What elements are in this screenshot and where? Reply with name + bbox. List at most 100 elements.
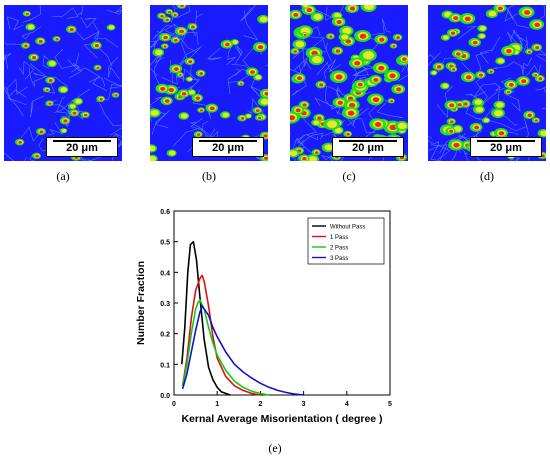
cluster-yellow <box>324 144 334 151</box>
cluster-red <box>314 151 319 154</box>
cluster-red <box>354 60 361 66</box>
grain-boundary <box>195 10 203 25</box>
grain-boundary <box>106 6 122 15</box>
cluster-red <box>94 44 99 48</box>
grain-boundary <box>76 5 95 16</box>
cluster-red <box>527 113 533 118</box>
cluster-yellow <box>27 24 35 30</box>
cluster-red <box>257 116 262 120</box>
grain-boundary <box>227 68 241 94</box>
grain-boundary <box>46 122 64 136</box>
cluster-red <box>452 68 456 71</box>
kam-map-c-image <box>290 5 408 161</box>
grain-boundary <box>240 5 256 22</box>
grain-boundary <box>4 53 12 70</box>
y-tick-label: 0.1 <box>160 362 170 369</box>
cluster-yellow <box>483 118 490 123</box>
cluster-red <box>497 6 503 11</box>
cluster-yellow <box>443 35 449 40</box>
cluster-yellow <box>334 127 343 133</box>
cluster-red <box>538 77 543 81</box>
cluster-red <box>264 91 268 96</box>
x-tick-label: 2 <box>258 401 262 408</box>
cluster-yellow <box>308 156 318 161</box>
cluster-red <box>337 100 343 105</box>
kam-map-b: 20 μm <box>150 5 268 161</box>
cluster-red <box>69 28 74 32</box>
cluster-red <box>163 35 168 40</box>
grain-boundary <box>335 99 356 128</box>
cluster-red <box>319 83 324 87</box>
x-tick-label: 3 <box>302 401 306 408</box>
y-tick-label: 0.5 <box>160 240 170 247</box>
x-axis-ticks: 0 1 2 3 4 5 <box>172 391 392 408</box>
grain-boundary <box>428 141 440 152</box>
x-tick-label: 1 <box>215 401 219 408</box>
cluster-red <box>457 103 462 107</box>
cluster-red <box>349 6 356 11</box>
y-tick-label: 0.6 <box>160 209 170 216</box>
cluster-red <box>45 88 49 91</box>
cluster-red <box>96 66 100 70</box>
cluster-yellow <box>260 98 268 105</box>
cluster-red <box>263 134 268 138</box>
cluster-red <box>199 72 204 76</box>
cluster-red <box>346 132 350 136</box>
cluster-red <box>472 40 478 45</box>
cluster-red <box>48 102 52 105</box>
cluster-red <box>329 35 333 38</box>
cluster-yellow <box>313 120 320 125</box>
x-tick-label: 5 <box>388 401 392 408</box>
cluster-yellow <box>188 90 195 95</box>
cluster-red <box>378 65 385 71</box>
cluster-red <box>302 156 307 161</box>
grain-boundary <box>172 127 216 147</box>
grain-boundary <box>225 39 236 66</box>
cluster-red <box>453 142 460 148</box>
grain-boundary <box>543 87 546 93</box>
cluster-red <box>389 73 396 79</box>
grain-boundary <box>475 76 497 105</box>
grain-boundary <box>161 76 186 85</box>
cluster-red <box>32 56 37 60</box>
grain-boundary <box>164 5 191 19</box>
x-tick-label: 4 <box>345 401 349 408</box>
grain-boundary <box>92 77 108 92</box>
kam-map-c: 20 μm <box>290 5 408 161</box>
y-tick-label: 0.2 <box>160 332 170 339</box>
grain-boundary <box>290 60 312 74</box>
scale-bar-line <box>199 140 257 142</box>
cluster-yellow <box>312 56 322 64</box>
grain-boundary <box>21 26 42 40</box>
kam-map-d: 20 μm <box>428 5 546 161</box>
grain-boundary <box>322 39 332 62</box>
grain-boundary <box>29 154 36 161</box>
cluster-red <box>449 129 454 133</box>
grain-boundary <box>93 22 119 48</box>
cluster-red <box>164 99 170 103</box>
cluster-yellow <box>431 71 437 75</box>
chart-legend: Without Pass 1 Pass 2 Pass 3 Pass <box>307 217 385 265</box>
cluster-yellow <box>496 102 504 108</box>
grain-boundary <box>51 7 79 19</box>
cluster-red <box>209 106 215 111</box>
cluster-yellow <box>493 109 503 117</box>
cluster-red <box>335 74 343 80</box>
cluster-red <box>534 119 538 122</box>
grain-boundary <box>155 30 179 41</box>
grain-boundary <box>472 83 501 98</box>
grain-boundary <box>428 135 448 160</box>
cluster-red <box>264 156 268 160</box>
grain-boundary <box>151 110 171 135</box>
cluster-red <box>83 113 88 117</box>
grain-boundary <box>301 133 324 144</box>
cluster-yellow <box>453 126 462 132</box>
cluster-red <box>173 67 179 71</box>
scale-bar-label: 20 μm <box>490 142 522 154</box>
cluster-yellow <box>180 113 188 119</box>
cluster-yellow <box>150 145 156 152</box>
grain-boundary <box>293 47 308 71</box>
grain-boundary <box>479 36 501 65</box>
cluster-red <box>165 18 169 22</box>
cluster-yellow <box>341 34 349 40</box>
